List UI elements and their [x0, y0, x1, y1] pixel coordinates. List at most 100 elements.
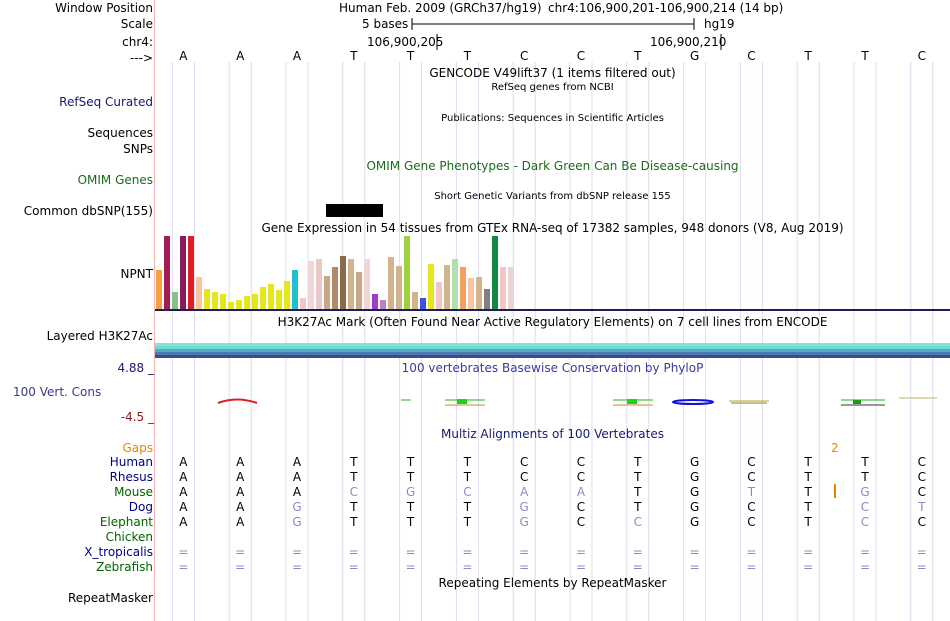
gencode-track-title[interactable]: GENCODE V49lift37 (1 items filtered out) — [429, 66, 676, 80]
gtex-tissue-bar[interactable] — [428, 264, 434, 309]
alignment-base: T — [804, 455, 812, 469]
gtex-tissue-bar[interactable] — [508, 267, 514, 309]
gtex-tissue-bar[interactable] — [220, 294, 226, 309]
gtex-expression-plot[interactable] — [155, 236, 555, 309]
alignment-base: C — [519, 455, 529, 469]
gtex-tissue-bar[interactable] — [172, 292, 178, 309]
gtex-tissue-bar[interactable] — [156, 270, 162, 309]
gtex-tissue-bar[interactable] — [292, 270, 298, 309]
gtex-tissue-bar[interactable] — [180, 236, 186, 309]
gtex-tissue-bar[interactable] — [404, 236, 410, 309]
species-label[interactable]: Zebrafish — [96, 560, 153, 574]
species-label[interactable]: Human — [109, 455, 153, 469]
gtex-tissue-bar[interactable] — [492, 236, 498, 309]
species-label[interactable]: Mouse — [114, 485, 153, 499]
phylop-signal[interactable] — [155, 393, 950, 409]
species-label[interactable]: Rhesus — [109, 470, 153, 484]
alignment-base: = — [178, 545, 189, 559]
gtex-tissue-bar[interactable] — [212, 292, 218, 309]
species-label[interactable]: Dog — [128, 500, 153, 514]
window-position-label: Window Position — [55, 1, 153, 15]
gtex-gene-label[interactable]: NPNT — [120, 267, 153, 281]
gtex-tissue-bar[interactable] — [300, 298, 306, 309]
sequence-base: T — [406, 49, 415, 63]
gtex-tissue-bar[interactable] — [308, 261, 314, 309]
conservation-track-label[interactable]: 100 Vert. Cons — [13, 385, 102, 399]
dbsnp-variant-block[interactable] — [326, 204, 383, 217]
gtex-tissue-bar[interactable] — [324, 276, 330, 309]
gtex-tissue-bar[interactable] — [444, 265, 450, 309]
position-text[interactable]: chr4:106,900,201-106,900,214 (14 bp) — [548, 1, 784, 15]
alignment-base: T — [861, 455, 869, 469]
alignment-base: T — [406, 455, 415, 469]
gtex-tissue-bar[interactable] — [332, 267, 338, 309]
gtex-tissue-bar[interactable] — [228, 302, 234, 309]
alignment-base: = — [178, 560, 189, 574]
publications-track-title[interactable]: Publications: Sequences in Scientific Ar… — [441, 113, 664, 124]
phylop-min-label: -4.5 _ — [120, 410, 154, 424]
gtex-tissue-bar[interactable] — [500, 267, 506, 309]
alignment-base: T — [804, 500, 812, 514]
gtex-tissue-bar[interactable] — [396, 266, 402, 309]
phylop-track-title[interactable]: 100 vertebrates Basewise Conservation by… — [401, 361, 704, 375]
gtex-tissue-bar[interactable] — [412, 292, 418, 309]
gtex-tissue-bar[interactable] — [484, 289, 490, 309]
omim-track-title[interactable]: OMIM Gene Phenotypes - Dark Green Can Be… — [366, 159, 739, 173]
gtex-tissue-bar[interactable] — [316, 259, 322, 309]
species-label[interactable]: X_tropicalis — [84, 545, 153, 559]
alignment-base: C — [463, 485, 472, 499]
gtex-tissue-bar[interactable] — [388, 257, 394, 309]
repeatmasker-track-title[interactable]: Repeating Elements by RepeatMasker — [438, 576, 667, 590]
alignment-base: G — [292, 500, 302, 514]
gtex-tissue-bar[interactable] — [460, 267, 466, 309]
dbsnp-track-title[interactable]: Short Genetic Variants from dbSNP releas… — [434, 191, 671, 202]
alignment-base: C — [747, 515, 756, 529]
gtex-tissue-bar[interactable] — [476, 277, 482, 309]
omim-track-label[interactable]: OMIM Genes — [77, 173, 153, 187]
gtex-tissue-bar[interactable] — [364, 259, 370, 309]
gtex-tissue-bar[interactable] — [340, 256, 346, 309]
gtex-tissue-bar[interactable] — [284, 281, 290, 309]
gtex-tissue-bar[interactable] — [268, 284, 274, 309]
gtex-tissue-bar[interactable] — [276, 290, 282, 309]
species-label[interactable]: Elephant — [99, 515, 153, 529]
gtex-tissue-bar[interactable] — [356, 272, 362, 309]
snps-track-label[interactable]: SNPs — [123, 142, 153, 156]
h3k27ac-track-title[interactable]: H3K27Ac Mark (Often Found Near Active Re… — [277, 315, 828, 329]
alignment-base: G — [860, 485, 870, 499]
gtex-tissue-bar[interactable] — [348, 259, 354, 309]
gtex-tissue-bar[interactable] — [244, 296, 250, 309]
h3k27ac-band — [155, 343, 950, 346]
gtex-tissue-bar[interactable] — [188, 236, 194, 309]
gtex-tissue-bar[interactable] — [372, 294, 378, 309]
strand-label: ---> — [129, 51, 153, 65]
refseq-track-label[interactable]: RefSeq Curated — [59, 95, 153, 109]
gtex-tissue-bar[interactable] — [260, 287, 266, 309]
repeatmasker-track-label[interactable]: RepeatMasker — [67, 591, 153, 605]
sequence-base: C — [747, 49, 756, 63]
gtex-tissue-bar[interactable] — [436, 282, 442, 309]
multiz-track-title[interactable]: Multiz Alignments of 100 Vertebrates — [440, 427, 665, 441]
gtex-track-title[interactable]: Gene Expression in 54 tissues from GTEx … — [261, 221, 844, 235]
h3k27ac-track-label[interactable]: Layered H3K27Ac — [46, 329, 153, 343]
alignment-base: A — [179, 455, 188, 469]
assembly-text[interactable]: Human Feb. 2009 (GRCh37/hg19) — [339, 1, 542, 15]
gtex-tissue-bar[interactable] — [204, 289, 210, 309]
gtex-tissue-bar[interactable] — [380, 300, 386, 309]
dbsnp-track-label[interactable]: Common dbSNP(155) — [23, 204, 153, 218]
refseq-track-subtitle[interactable]: RefSeq genes from NCBI — [491, 82, 614, 93]
gtex-tissue-bar[interactable] — [196, 277, 202, 309]
multiz-alignment-block: Human A A A T T T C C T G C T T C Rhesus A A A T T T C C T G C T T C M… — [0, 455, 950, 575]
h3k27ac-signal[interactable] — [155, 343, 950, 358]
gtex-tissue-bar[interactable] — [236, 300, 242, 309]
gtex-tissue-bar[interactable] — [452, 259, 458, 309]
gtex-tissue-bar[interactable] — [252, 294, 258, 309]
gtex-tissue-bar[interactable] — [164, 236, 170, 309]
species-label[interactable]: Chicken — [105, 530, 153, 544]
gaps-label[interactable]: Gaps — [122, 441, 153, 455]
alignment-base: A — [179, 470, 188, 484]
gtex-tissue-bar[interactable] — [420, 298, 426, 309]
alignment-base: G — [519, 515, 529, 529]
sequences-track-label[interactable]: Sequences — [87, 126, 153, 140]
gtex-tissue-bar[interactable] — [468, 278, 474, 309]
